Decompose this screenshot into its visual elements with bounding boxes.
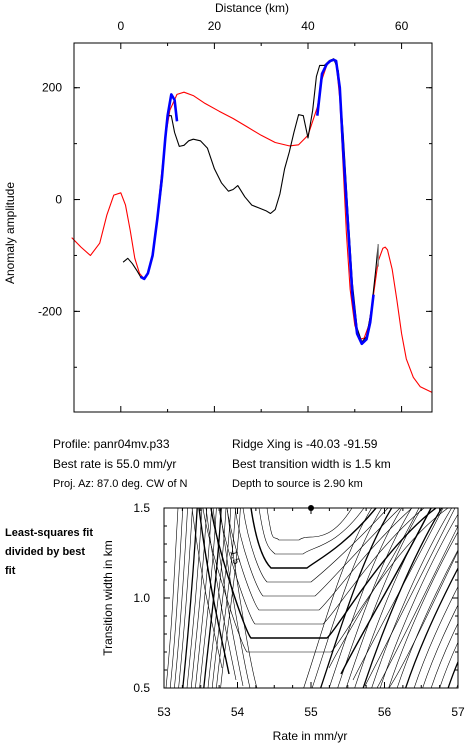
- x-tick-label: 57: [451, 705, 465, 719]
- contour-line: [303, 508, 372, 688]
- anomaly-profile-chart: Distance (km) Anomaly amplitude 0 20 40 60 2…: [3, 1, 433, 413]
- depth-text: Depth to source is 2.90 km: [232, 478, 363, 490]
- x-tick-label: 0: [117, 19, 124, 33]
- contour-line: [203, 508, 222, 688]
- contour-line: [250, 508, 377, 569]
- misfit-note: Least-squares fit divided by best fit: [5, 527, 94, 577]
- x-tick-label: 40: [301, 19, 315, 33]
- x-tick-label: 54: [231, 705, 245, 719]
- contour-line: [311, 508, 382, 688]
- contour-line: [199, 508, 217, 688]
- contour-line: [396, 549, 458, 688]
- contour-line: [234, 508, 401, 597]
- contour-line: [211, 508, 232, 688]
- contour-line: [371, 508, 452, 688]
- y-tick-label: 200: [42, 81, 62, 95]
- y-tick-label: 1.0: [133, 591, 150, 605]
- x-tick-label: 56: [378, 705, 392, 719]
- contour-line: [258, 508, 365, 555]
- contour-line: [212, 508, 456, 687]
- contour-line: [430, 622, 458, 688]
- y-axis-title: Anomaly amplitude: [3, 182, 17, 284]
- contour-line: [320, 508, 393, 688]
- contour-line: [174, 508, 188, 688]
- contour-line: [226, 508, 413, 611]
- y-tick-label: 1.5: [133, 501, 150, 515]
- contour-line: [202, 508, 449, 653]
- contour-label-1-5: 1.5: [227, 549, 241, 566]
- best-width-text: Best transition width is 1.5 km: [232, 457, 391, 471]
- y-tick-label: 0: [55, 193, 62, 207]
- contour-line: [216, 508, 236, 688]
- proj-az-text: Proj. Az: 87.0 deg. CW of N: [53, 478, 188, 490]
- best-fit-segment-line: [139, 93, 179, 281]
- contour-line: [186, 508, 203, 688]
- contour-line: [220, 508, 241, 688]
- contour-line: [379, 513, 458, 688]
- contour-line: [345, 508, 422, 688]
- contour-line: [388, 531, 458, 688]
- contour-line: [226, 508, 458, 688]
- contour-line: [422, 604, 458, 688]
- y-axis-title: Transition width in km: [101, 540, 115, 656]
- contour-line: [218, 508, 425, 625]
- plot-frame: [73, 42, 433, 413]
- model-anomaly-line: [71, 59, 433, 393]
- contour-line: [447, 660, 458, 688]
- x-tick-label: 20: [208, 19, 222, 33]
- contour-line: [190, 508, 208, 688]
- contour-line: [165, 508, 179, 688]
- contour-line: [182, 508, 198, 688]
- y-tick-label: -200: [38, 304, 62, 318]
- misfit-contour-chart: 53 54 55 56 57 1.5 1.0 0.5 1.5 Rate in mm/yr Tr…: [101, 501, 465, 743]
- contour-line: [362, 508, 443, 688]
- profile-text: Profile: panr04mv.p33: [53, 437, 170, 451]
- x-tick-label: 55: [304, 705, 318, 719]
- contour-line: [242, 508, 389, 583]
- x-axis-title: Distance (km): [215, 1, 289, 15]
- x-tick-label: 60: [395, 19, 409, 33]
- contour-line: [439, 641, 458, 688]
- best-rate-text: Best rate is 55.0 mm/yr: [53, 457, 177, 471]
- contour-line: [198, 508, 432, 675]
- contour-line: [405, 566, 458, 688]
- contour-line: [413, 585, 458, 688]
- x-axis-title: Rate in mm/yr: [273, 729, 348, 743]
- contour-line: [210, 508, 437, 639]
- contour-line: [354, 508, 432, 688]
- contour-line: [337, 508, 412, 688]
- contour-line: [205, 508, 444, 681]
- contour-line: [207, 508, 227, 688]
- contour-line: [328, 508, 402, 688]
- ridge-xing-text: Ridge Xing is -40.03 -91.59: [232, 437, 378, 451]
- contour-line: [169, 508, 184, 688]
- contour-line: [195, 508, 212, 688]
- x-tick-label: 53: [157, 705, 171, 719]
- plot-frame: [163, 507, 459, 689]
- y-tick-label: 0.5: [133, 681, 150, 695]
- contour-line: [191, 508, 420, 669]
- contour-line: [266, 508, 353, 541]
- contour-line: [178, 508, 193, 688]
- best-fit-segment-line: [316, 58, 375, 346]
